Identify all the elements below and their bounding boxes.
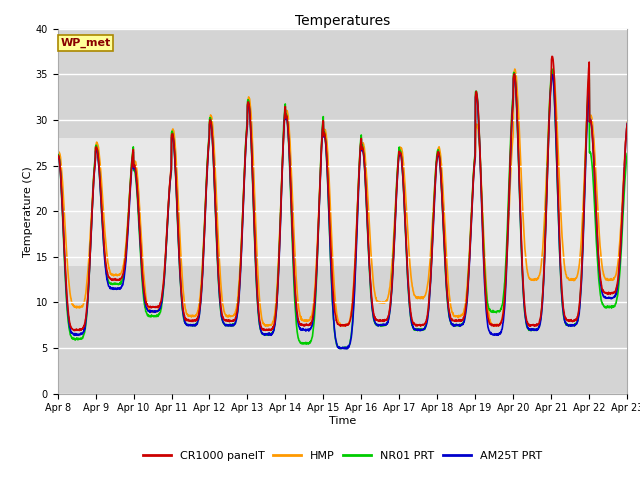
NR01 PRT [54, 153, 61, 158]
NR01 PRT [359, 146, 367, 152]
CR1000 panelT [54, 155, 61, 161]
NR01 PRT [548, 66, 556, 72]
NR01 PRT [589, 178, 597, 184]
HMP [508, 144, 516, 150]
Legend: CR1000 panelT, HMP, NR01 PRT, AM25T PRT: CR1000 panelT, HMP, NR01 PRT, AM25T PRT [138, 446, 547, 466]
AM25T PRT [212, 231, 220, 237]
NR01 PRT [573, 318, 581, 324]
Bar [58, 29, 627, 138]
AM25T PRT [623, 120, 631, 126]
X-axis label: Time: Time [329, 416, 356, 426]
AM25T PRT [508, 112, 516, 118]
AM25T PRT [573, 319, 581, 324]
Title: Temperatures: Temperatures [295, 13, 390, 28]
AM25T PRT [54, 156, 61, 162]
HMP [54, 154, 61, 160]
NR01 PRT [508, 104, 516, 110]
CR1000 panelT [359, 146, 367, 152]
Text: WP_met: WP_met [60, 38, 111, 48]
Bar [58, 266, 627, 394]
CR1000 panelT [548, 53, 556, 59]
CR1000 panelT [70, 328, 78, 334]
NR01 PRT [212, 234, 220, 240]
CR1000 panelT [508, 110, 516, 116]
CR1000 panelT [573, 314, 581, 320]
AM25T PRT [372, 320, 380, 326]
NR01 PRT [372, 322, 380, 327]
Line: NR01 PRT: NR01 PRT [58, 69, 627, 349]
Line: HMP: HMP [58, 69, 627, 326]
HMP [359, 140, 367, 145]
Line: CR1000 panelT: CR1000 panelT [58, 56, 627, 331]
HMP [573, 273, 581, 278]
CR1000 panelT [623, 121, 631, 127]
HMP [511, 66, 518, 72]
HMP [212, 194, 220, 200]
CR1000 panelT [589, 145, 597, 151]
AM25T PRT [343, 346, 351, 352]
HMP [372, 294, 380, 300]
AM25T PRT [548, 72, 556, 78]
AM25T PRT [359, 149, 367, 155]
AM25T PRT [589, 146, 597, 152]
Line: AM25T PRT: AM25T PRT [58, 75, 627, 349]
Y-axis label: Temperature (C): Temperature (C) [22, 166, 33, 257]
NR01 PRT [623, 151, 631, 156]
CR1000 panelT [372, 317, 380, 323]
NR01 PRT [336, 346, 344, 352]
Bar [58, 138, 627, 266]
HMP [589, 128, 597, 133]
HMP [341, 323, 349, 329]
HMP [623, 120, 631, 125]
CR1000 panelT [213, 234, 221, 240]
